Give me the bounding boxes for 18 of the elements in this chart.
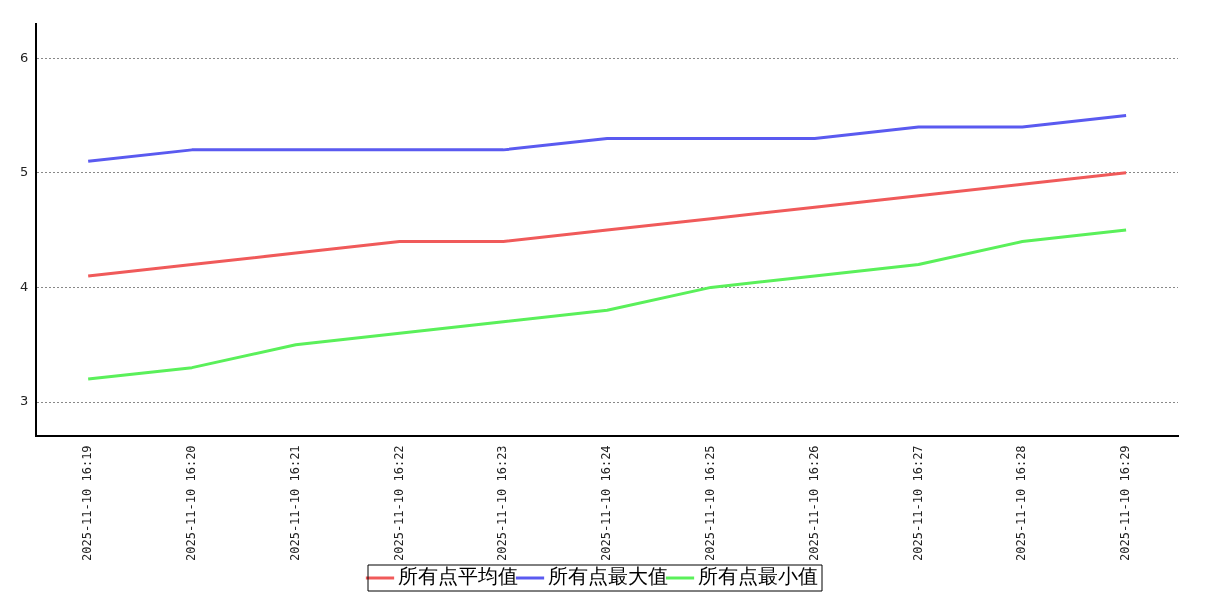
x-tick-label: 2025-11-10 16:28 [1014, 445, 1029, 561]
y-tick-label: 3 [19, 393, 29, 409]
legend-label: 所有点最小值 [698, 564, 818, 589]
x-tick-label: 2025-11-10 16:24 [599, 445, 614, 561]
y-tick-label: 4 [19, 278, 29, 294]
y-tick-label: 5 [19, 164, 29, 180]
x-tick-label: 2025-11-10 16:19 [80, 445, 95, 561]
x-tick-label: 2025-11-10 16:23 [495, 445, 510, 561]
legend-label: 所有点最大值 [548, 564, 668, 589]
x-tick-label: 2025-11-10 16:21 [287, 445, 302, 561]
x-tick-label: 2025-11-10 16:29 [1118, 445, 1133, 561]
x-tick-label: 2025-11-10 16:20 [184, 445, 199, 561]
x-tick-label: 2025-11-10 16:26 [806, 445, 821, 561]
x-tick-label: 2025-11-10 16:22 [391, 445, 406, 561]
x-tick-label: 2025-11-10 16:27 [910, 445, 925, 561]
y-tick-label: 6 [19, 49, 29, 65]
legend-label: 所有点平均值 [398, 564, 518, 589]
x-tick-label: 2025-11-10 16:25 [703, 445, 718, 561]
